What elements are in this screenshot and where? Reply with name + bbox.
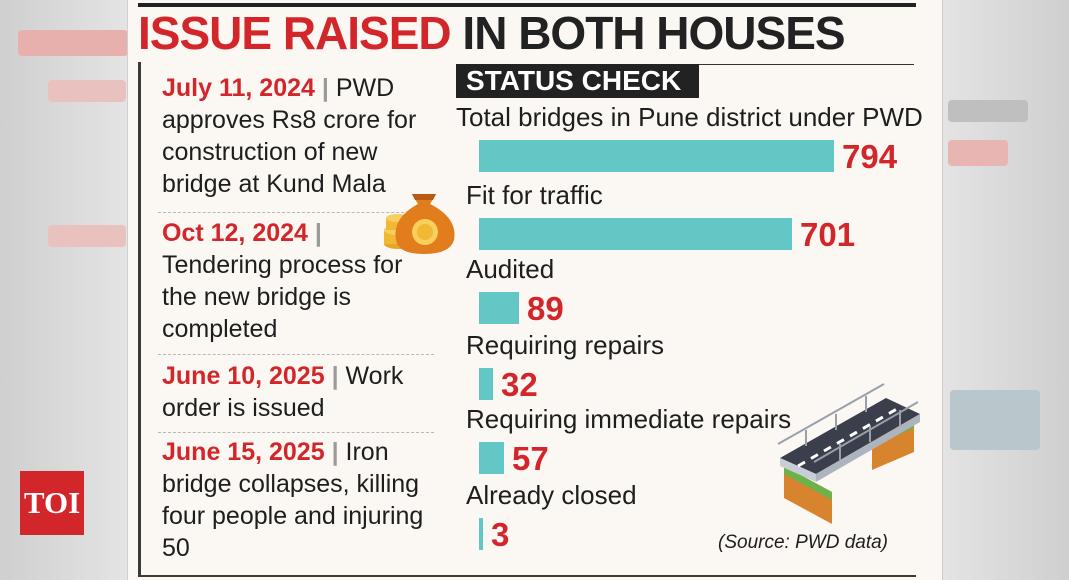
background-ghost	[950, 390, 1040, 450]
timeline-separator: |	[314, 219, 322, 247]
timeline-separator: |	[331, 362, 339, 390]
infographic-panel: ISSUE RAISED IN BOTH HOUSES July 11, 202…	[128, 0, 942, 580]
bar-value-label: 32	[501, 366, 538, 403]
bar	[479, 140, 834, 172]
category-label: Requiring immediate repairs	[466, 404, 792, 434]
timeline-entry: June 10, 2025 | Work order is issued	[162, 360, 432, 424]
timeline: July 11, 2024 | PWD approves Rs8 crore f…	[138, 62, 455, 576]
divider	[158, 212, 434, 213]
background-ghost	[948, 140, 1008, 166]
bar	[479, 368, 493, 400]
bar-value-label: 89	[527, 290, 564, 327]
bar	[479, 292, 519, 324]
bar	[479, 518, 483, 550]
timeline-text: Tendering process for the new bridge is …	[162, 251, 403, 343]
timeline-separator: |	[321, 74, 329, 102]
category-label: Audited	[466, 254, 555, 284]
background-ghost	[48, 80, 126, 102]
bottom-rule	[138, 575, 916, 577]
top-rule	[138, 3, 916, 7]
timeline-entry: June 15, 2025 | Iron bridge collapses, k…	[162, 436, 432, 564]
timeline-separator: |	[331, 438, 339, 466]
background-ghost	[48, 225, 126, 247]
timeline-date: Oct 12, 2024	[162, 219, 308, 247]
status-check-section: STATUS CHECK Total bridges in Pune distr…	[444, 62, 923, 576]
bar	[479, 218, 792, 250]
timeline-text: Work order is issued	[162, 362, 404, 422]
status-tag: STATUS CHECK	[456, 64, 700, 98]
bar	[479, 442, 504, 474]
timeline-date: July 11, 2024	[162, 74, 315, 102]
background-ghost	[18, 30, 128, 56]
category-label: Fit for traffic	[466, 180, 603, 210]
timeline-text: Iron bridge collapses, killing four peop…	[162, 438, 424, 562]
timeline-text: PWD approves Rs8 crore for construction …	[162, 74, 417, 198]
bar-value-label: 701	[800, 216, 856, 253]
bar-value-label: 794	[842, 138, 898, 175]
headline: ISSUE RAISED IN BOTH HOUSES	[138, 7, 846, 59]
toi-logo: TOI	[20, 471, 84, 535]
timeline-entry: Oct 12, 2024 | Tendering process for the…	[162, 217, 432, 345]
bar-value-label: 57	[512, 440, 549, 477]
source-note: (Source: PWD data)	[718, 532, 888, 553]
category-label: Already closed	[466, 480, 637, 510]
timeline-date: June 10, 2025	[162, 362, 325, 390]
category-label: Total bridges in Pune district under PWD	[456, 102, 923, 132]
timeline-rule	[138, 62, 141, 576]
bar-value-label: 3	[491, 516, 510, 553]
headline-highlight: ISSUE RAISED	[138, 7, 452, 59]
background-ghost	[948, 100, 1028, 122]
money-bag-icon	[384, 194, 455, 254]
bridge-illustration	[777, 383, 920, 524]
category-label: Requiring repairs	[466, 330, 664, 360]
divider	[158, 432, 434, 433]
headline-rest: IN BOTH HOUSES	[462, 7, 845, 59]
timeline-date: June 15, 2025	[162, 438, 325, 466]
timeline-entry: July 11, 2024 | PWD approves Rs8 crore f…	[162, 72, 432, 200]
divider	[158, 354, 434, 355]
